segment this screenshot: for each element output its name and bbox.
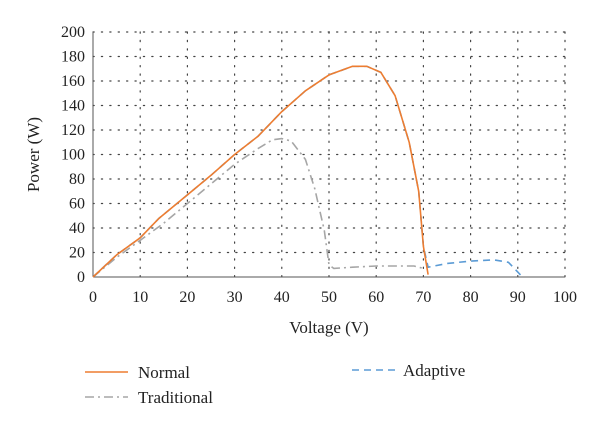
series-line-normal <box>92 65 429 278</box>
axes <box>92 32 565 278</box>
x-tick-label: 50 <box>321 289 337 306</box>
y-tick-label: 20 <box>69 245 85 262</box>
x-tick-label: 10 <box>132 289 148 306</box>
y-tick-label: 120 <box>61 122 85 139</box>
grid <box>92 31 566 278</box>
x-tick-label: 20 <box>179 289 195 306</box>
series-line-adaptive <box>92 65 524 278</box>
x-tick-label: 70 <box>415 289 431 306</box>
y-tick-label: 0 <box>77 269 85 286</box>
legend: Normal Traditional Adaptive <box>85 361 465 407</box>
x-tick-label: 90 <box>510 289 526 306</box>
x-axis-title: Voltage (V) <box>289 318 368 337</box>
x-tick-label: 0 <box>89 289 97 306</box>
y-tick-label: 100 <box>61 147 85 164</box>
legend-label-traditional: Traditional <box>138 388 213 407</box>
y-tick-label: 60 <box>69 196 85 213</box>
y-tick-label: 180 <box>61 49 85 66</box>
x-tick-label: 60 <box>368 289 384 306</box>
tick-labels: 0 20 40 60 80 100 120 140 160 180 200 0 10 20 30 40 50 60… <box>61 24 577 306</box>
x-tick-label: 80 <box>463 289 479 306</box>
series-lines <box>92 65 524 278</box>
y-tick-label: 80 <box>69 171 85 188</box>
x-tick-label: 40 <box>274 289 290 306</box>
y-tick-label: 40 <box>69 220 85 237</box>
x-tick-label: 30 <box>227 289 243 306</box>
y-tick-label: 200 <box>61 24 85 41</box>
y-axis-title: Power (W) <box>24 117 43 192</box>
series-line-traditional <box>92 137 424 278</box>
legend-label-normal: Normal <box>138 363 190 382</box>
y-tick-label: 140 <box>61 98 85 115</box>
x-tick-label: 100 <box>553 289 577 306</box>
legend-label-adaptive: Adaptive <box>403 361 465 380</box>
y-tick-label: 160 <box>61 73 85 90</box>
